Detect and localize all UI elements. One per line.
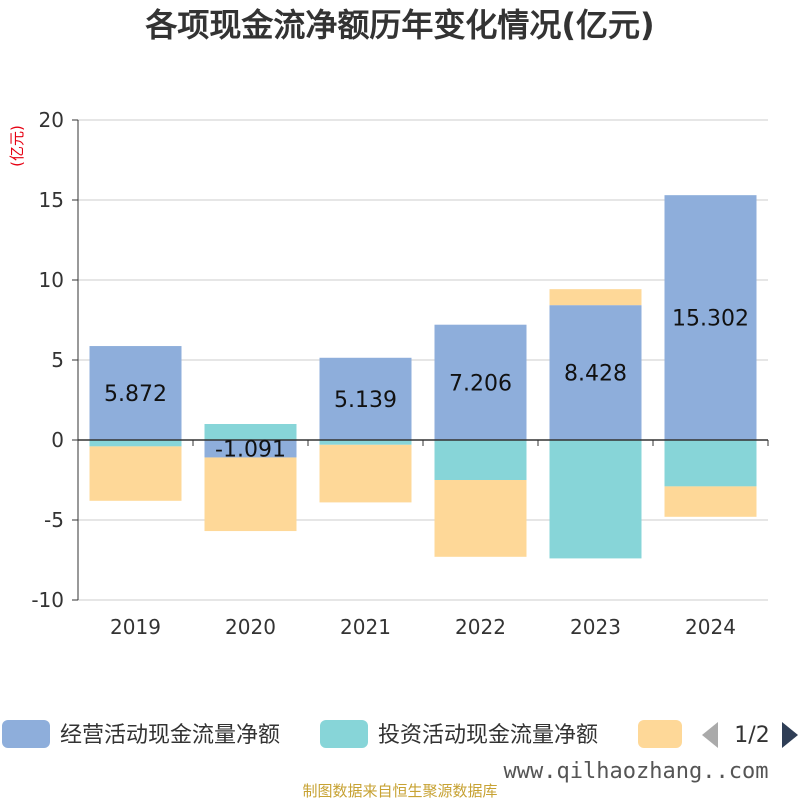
x-tick-label: 2019 <box>110 615 161 639</box>
legend: 经营活动现金流量净额 投资活动现金流量净额 1/2 <box>2 720 798 748</box>
bar-2020-series-2[interactable] <box>204 457 297 532</box>
bar-2023-series-1[interactable] <box>549 440 642 559</box>
y-tick-label: -10 <box>31 588 64 612</box>
data-label: 5.872 <box>104 382 167 407</box>
y-tick-label: -5 <box>44 508 64 532</box>
bar-2021-series-1[interactable] <box>319 440 412 445</box>
data-label: 8.428 <box>564 362 627 387</box>
bar-2019-series-2[interactable] <box>89 446 182 501</box>
x-tick-label: 2020 <box>225 615 276 639</box>
axes: 20 15 10 5 0 -5 -10 2019 2020 2021 2022 2023 2024 <box>31 108 769 639</box>
legend-label-operating[interactable]: 经营活动现金流量净额 <box>60 723 280 748</box>
bar-2022-series-0[interactable] <box>434 324 527 440</box>
bar-2019-series-0[interactable] <box>89 346 182 440</box>
bar-2021-series-2[interactable] <box>319 444 412 503</box>
bar-2023-series-0[interactable] <box>549 305 642 440</box>
data-label: 15.302 <box>672 307 749 332</box>
y-tick-label: 20 <box>39 108 64 132</box>
data-label: 5.139 <box>334 388 397 413</box>
bar-2023-series-2[interactable] <box>549 289 642 306</box>
bar-2024-series-1[interactable] <box>664 440 757 487</box>
x-tick-label: 2021 <box>340 615 391 639</box>
data-label: 7.206 <box>449 371 512 396</box>
bar-2020-series-1[interactable] <box>204 424 297 440</box>
y-axis-unit-label: (亿元) <box>8 125 26 167</box>
bar-2022-series-2[interactable] <box>434 480 527 557</box>
bar-2020-series-0[interactable] <box>204 440 297 458</box>
x-tick-label: 2023 <box>570 615 621 639</box>
watermark: www.qilhaozhang..com <box>504 759 769 784</box>
legend-label-investing[interactable]: 投资活动现金流量净额 <box>378 723 598 748</box>
x-tick-label: 2024 <box>685 615 736 639</box>
legend-prev-page-icon[interactable] <box>702 722 718 748</box>
legend-page-indicator: 1/2 <box>734 723 769 748</box>
y-tick-label: 10 <box>39 268 64 292</box>
data-label: -1.091 <box>215 438 286 463</box>
legend-swatch-financing[interactable] <box>638 720 682 748</box>
bars <box>89 195 757 559</box>
legend-next-page-icon[interactable] <box>782 722 798 748</box>
y-tick-label: 0 <box>51 428 64 452</box>
chart-title: 各项现金流净额历年变化情况(亿元) <box>145 6 654 44</box>
bar-2022-series-1[interactable] <box>434 440 527 480</box>
data-labels: 5.872 -1.091 5.139 7.206 8.428 15.302 <box>104 307 749 463</box>
bar-2024-series-2[interactable] <box>664 486 757 517</box>
bar-2024-series-0[interactable] <box>664 195 757 440</box>
bar-2021-series-0[interactable] <box>319 357 412 440</box>
source-note: 制图数据来自恒生聚源数据库 <box>302 782 497 800</box>
legend-swatch-investing[interactable] <box>320 720 368 748</box>
x-tick-label: 2022 <box>455 615 506 639</box>
legend-swatch-operating[interactable] <box>2 720 50 748</box>
y-tick-label: 5 <box>51 348 64 372</box>
bar-2019-series-1[interactable] <box>89 440 182 447</box>
y-tick-label: 15 <box>39 188 64 212</box>
